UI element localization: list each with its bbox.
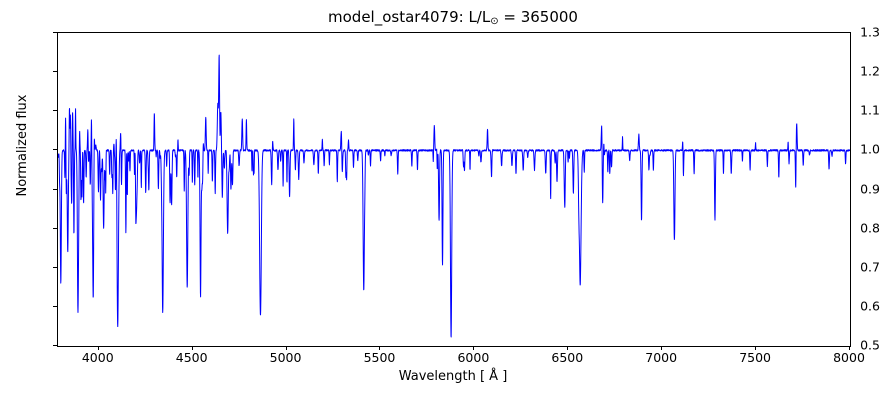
- title-tail: = 365000: [498, 8, 578, 26]
- x-tick-label: 5500: [363, 350, 396, 365]
- x-axis-label: Wavelength [ Å ]: [398, 369, 508, 384]
- x-tick-label: 7000: [645, 350, 678, 365]
- x-tick-label: 8000: [833, 350, 865, 365]
- spectrum-line: [58, 54, 850, 338]
- x-tick-label: 7500: [739, 350, 771, 365]
- x-tick-label: 6000: [457, 350, 490, 365]
- y-axis-label: Normalized flux: [15, 94, 30, 197]
- page-title: model_ostar4079: L/L⊙ = 365000: [57, 8, 849, 27]
- title-subscript: ⊙: [490, 16, 499, 27]
- x-tick-label: 4000: [81, 350, 114, 365]
- spectrum-plot: [58, 54, 850, 338]
- plot-area: [57, 32, 851, 347]
- title-main: model_ostar4079: L/L: [328, 8, 491, 26]
- x-tick-label: 6500: [551, 350, 584, 365]
- x-tick-label: 5000: [269, 350, 302, 365]
- x-tick-label: 4500: [175, 350, 208, 365]
